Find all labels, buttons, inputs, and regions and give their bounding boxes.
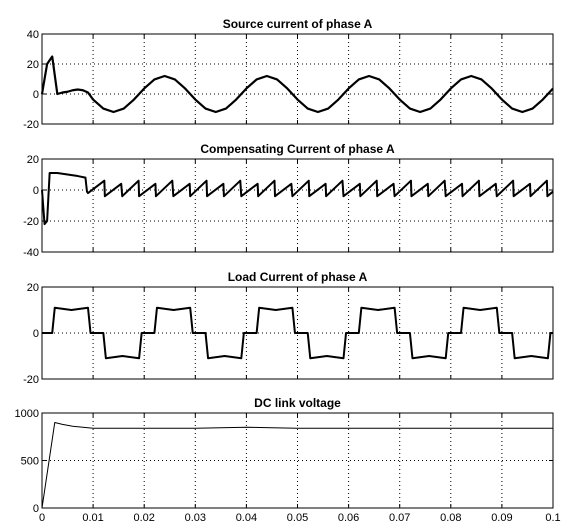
axes-frame xyxy=(41,412,554,509)
x-tick-label: 0 xyxy=(39,512,45,523)
chart-title: Compensating Current of phase A xyxy=(200,142,395,156)
y-tick-label: -20 xyxy=(23,216,39,228)
x-tick-label: 0.03 xyxy=(185,512,206,523)
axes-border xyxy=(41,33,554,125)
axes-frame xyxy=(41,158,554,253)
y-tick-label: 40 xyxy=(27,29,39,41)
axes-border xyxy=(41,158,554,253)
chart-title: Load Current of phase A xyxy=(228,270,368,284)
y-tick-label: -20 xyxy=(23,119,39,131)
x-tick-label: 0.01 xyxy=(82,512,103,523)
x-tick-label: 0.08 xyxy=(440,512,461,523)
y-tick-label: 0 xyxy=(33,185,39,197)
x-tick-label: 0.05 xyxy=(287,512,308,523)
y-tick-label: 1000 xyxy=(15,408,39,420)
y-tick-label: 20 xyxy=(27,154,39,166)
trace xyxy=(40,55,554,114)
axes-border xyxy=(41,286,554,380)
axes-border xyxy=(41,412,554,509)
y-tick-label: 20 xyxy=(27,59,39,71)
x-tick-label: 0.02 xyxy=(133,512,154,523)
y-tick-label: 500 xyxy=(21,456,39,468)
chart-title: DC link voltage xyxy=(254,396,341,410)
trace xyxy=(42,306,553,360)
x-tick-label: 0.07 xyxy=(389,512,410,523)
y-tick-label: -20 xyxy=(23,374,39,386)
y-tick-label: 0 xyxy=(33,503,39,515)
x-tick-label: 0.1 xyxy=(545,512,560,523)
x-tick-label: 0.09 xyxy=(491,512,512,523)
x-tick-label: 0.06 xyxy=(338,512,359,523)
y-tick-label: 0 xyxy=(33,328,39,340)
y-tick-label: 0 xyxy=(33,89,39,101)
chart-title: Source current of phase A xyxy=(223,17,373,31)
y-tick-label: -40 xyxy=(23,247,39,259)
trace xyxy=(41,171,554,226)
y-tick-label: 20 xyxy=(27,282,39,294)
trace xyxy=(41,422,553,509)
x-tick-label: 0.04 xyxy=(236,512,257,523)
